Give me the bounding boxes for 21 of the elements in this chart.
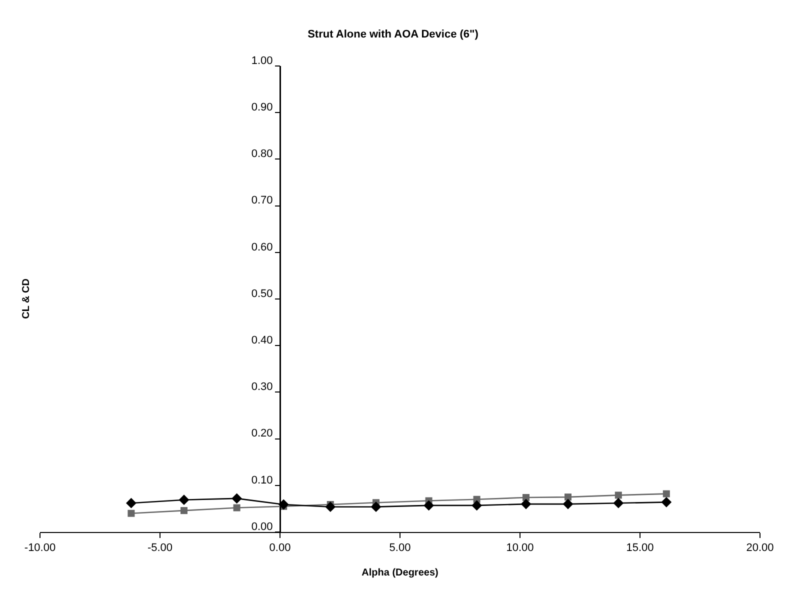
y-tick-label: 0.10	[251, 474, 273, 486]
x-tick-label: -10.00	[24, 542, 56, 554]
x-tick-label: 5.00	[389, 542, 411, 554]
chart-title: Strut Alone with AOA Device (6")	[308, 28, 479, 40]
y-axis-title: CL & CD	[20, 278, 32, 319]
x-axis-title: Alpha (Degrees)	[362, 568, 438, 579]
y-tick-label: 0.00	[251, 520, 273, 533]
y-tick-label: 0.40	[251, 334, 273, 346]
x-tick-label: 20.00	[746, 542, 774, 554]
y-tick-label: 0.90	[251, 101, 273, 114]
x-tick-label: 0.00	[269, 542, 291, 554]
y-tick-label: 1.00	[251, 54, 273, 67]
x-tick-label: -5.00	[147, 542, 173, 554]
y-tick-label: 0.20	[251, 428, 273, 440]
y-tick-label: 0.70	[251, 194, 273, 207]
y-tick-label: 0.80	[251, 148, 273, 160]
y-tick-label: 0.50	[251, 288, 273, 300]
x-tick-label: 15.00	[626, 542, 654, 554]
y-tick-label: 0.30	[251, 381, 273, 394]
x-tick-label: 10.00	[506, 542, 534, 554]
y-tick-label: 0.60	[251, 241, 273, 254]
